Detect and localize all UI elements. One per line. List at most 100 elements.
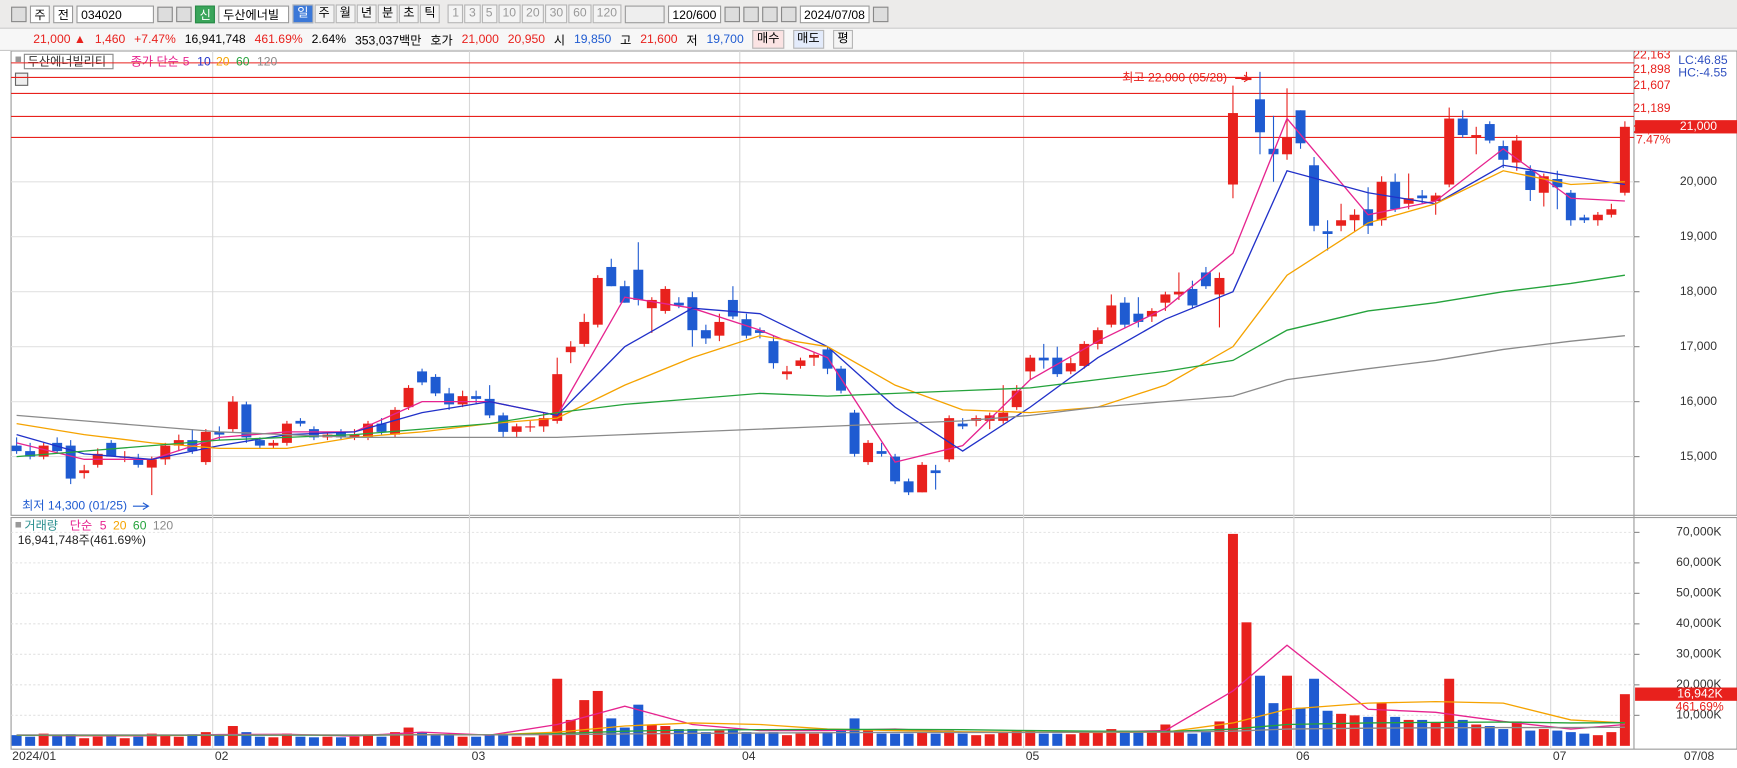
sound-icon[interactable] xyxy=(176,6,192,22)
candle-body xyxy=(363,423,373,438)
volume-bar xyxy=(1011,730,1022,746)
candle-body xyxy=(754,330,765,333)
volume-bar xyxy=(592,690,603,746)
period-button[interactable]: 틱 xyxy=(419,4,441,24)
volume-bar xyxy=(335,737,346,746)
last-price-box xyxy=(1635,120,1737,134)
legend-entry: 120 xyxy=(257,54,278,68)
volume-bar xyxy=(1484,726,1495,746)
sell-button[interactable]: 매도 xyxy=(792,29,825,49)
interval-select[interactable] xyxy=(624,4,665,23)
candle-body xyxy=(295,420,306,424)
volume-bar xyxy=(917,732,928,746)
period-button[interactable]: 초 xyxy=(398,4,419,24)
volume-bar xyxy=(1160,724,1171,746)
period-button[interactable]: 주 xyxy=(314,4,335,24)
candle-body xyxy=(1214,277,1225,295)
candle-body xyxy=(38,445,49,457)
volume-bar xyxy=(1376,703,1387,746)
low: 19,700 xyxy=(706,32,744,46)
candle-body xyxy=(903,481,914,493)
candle-body xyxy=(741,319,752,336)
layout-icon[interactable] xyxy=(11,6,27,22)
volume-bar xyxy=(700,732,711,746)
tool-icon[interactable] xyxy=(743,6,759,22)
volume-title: 거래량 xyxy=(24,519,58,533)
ma-line xyxy=(16,117,1625,463)
candle-body xyxy=(1011,390,1022,408)
legend-name: 두산에너빌리티 xyxy=(28,54,106,68)
search-icon[interactable] xyxy=(157,6,174,22)
period-button[interactable]: 일 xyxy=(292,4,313,24)
settings-icon[interactable] xyxy=(780,6,797,22)
tool-icon[interactable] xyxy=(724,6,740,22)
candle-body xyxy=(660,288,671,311)
volume-bar xyxy=(673,729,684,746)
avg-button[interactable]: 평 xyxy=(832,29,853,49)
interval-button[interactable]: 10 xyxy=(498,4,521,24)
volume-bar xyxy=(754,733,765,746)
calendar-icon[interactable] xyxy=(872,6,889,22)
buy-button[interactable]: 매수 xyxy=(752,29,784,49)
volume-bar xyxy=(1295,707,1306,746)
legend-entry: 60 xyxy=(236,54,250,68)
amount: 353,037백만 xyxy=(354,33,422,48)
interval-button[interactable]: 20 xyxy=(521,4,545,24)
legend-marker xyxy=(15,521,22,528)
interval-button[interactable]: 30 xyxy=(545,4,568,24)
legend-entry: 5 xyxy=(100,519,107,533)
candle-body xyxy=(1173,291,1184,295)
x-tick-label: 2024/01 xyxy=(12,749,56,763)
price: 21,000 ▲ xyxy=(33,32,86,46)
period-button[interactable]: 월 xyxy=(335,4,356,24)
candle-body xyxy=(646,299,657,309)
y-tick-label: 10,000K xyxy=(1676,708,1721,722)
period-button[interactable]: 년 xyxy=(356,4,377,24)
volume-pct: 461.69% xyxy=(254,32,303,46)
candle-body xyxy=(863,442,874,463)
date[interactable]: 2024/07/08 xyxy=(799,4,870,23)
volume-bar xyxy=(11,735,22,746)
volume-bar xyxy=(92,736,103,746)
volume-bar xyxy=(998,732,1009,746)
volume-bar xyxy=(984,734,995,746)
volume-bar xyxy=(1430,722,1441,746)
volume-bar xyxy=(281,733,292,746)
stock-type[interactable]: 주 xyxy=(29,4,50,23)
legend-entry: 20 xyxy=(216,54,230,68)
volume-bar xyxy=(1200,732,1211,746)
volume-bar xyxy=(930,733,941,746)
interval-button[interactable]: 5 xyxy=(481,4,497,24)
market[interactable]: 전 xyxy=(53,4,74,23)
volume-bar xyxy=(403,727,414,746)
period-button[interactable]: 분 xyxy=(377,4,398,24)
volume-bar xyxy=(890,733,901,746)
save-icon[interactable] xyxy=(761,6,778,22)
hc-label: HC:-4.55 xyxy=(1678,65,1727,79)
interval-button[interactable]: 60 xyxy=(568,4,592,24)
candle-body xyxy=(349,434,360,438)
interval-button[interactable]: 120 xyxy=(592,4,622,24)
code-input[interactable]: 034020 xyxy=(76,4,155,23)
candle-body xyxy=(403,387,414,408)
candle-body xyxy=(25,451,36,457)
count[interactable]: 120/600 xyxy=(667,4,721,23)
volume-bar xyxy=(957,733,968,746)
candle-body xyxy=(65,445,76,479)
candle-body xyxy=(619,286,630,303)
volume-bar xyxy=(1511,721,1522,746)
volume-bar xyxy=(322,736,333,746)
volume-bar xyxy=(308,737,319,746)
interval-button[interactable]: 1 xyxy=(447,4,464,24)
volume-bar xyxy=(376,736,387,746)
candle-body xyxy=(430,376,441,394)
candle-body xyxy=(1295,110,1306,144)
volume-bar xyxy=(444,735,455,746)
candle-body xyxy=(795,360,806,366)
bid: 20,950 xyxy=(507,32,546,46)
volume-bar xyxy=(781,735,792,746)
candle-body xyxy=(565,346,576,353)
interval-button[interactable]: 3 xyxy=(464,4,481,24)
candle-body xyxy=(1565,192,1576,221)
grid-icon[interactable] xyxy=(14,72,29,86)
